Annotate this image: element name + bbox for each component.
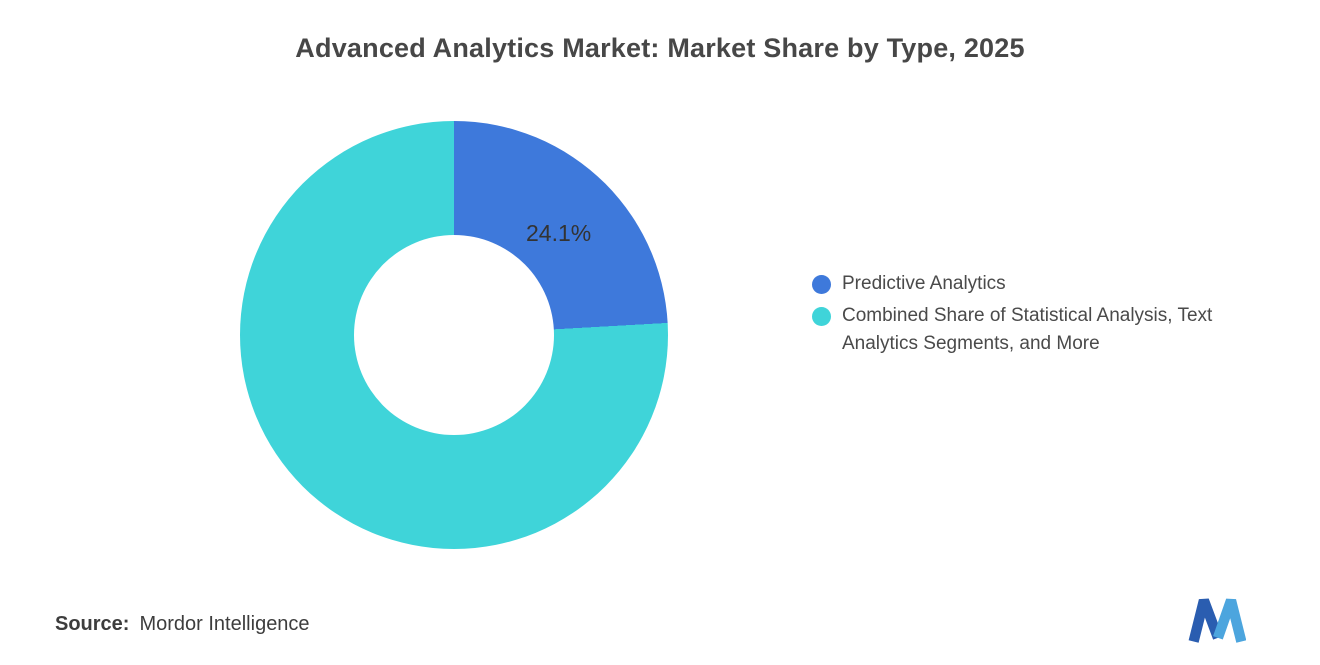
mordor-intelligence-logo: [1188, 596, 1246, 644]
donut-chart: 24.1%: [240, 121, 668, 549]
logo-right-stroke: [1213, 598, 1246, 643]
legend-swatch-combined-share: [812, 307, 831, 326]
legend-item-combined-share: Combined Share of Statistical Analysis, …: [812, 302, 1240, 358]
legend-swatch-predictive-analytics: [812, 275, 831, 294]
legend-label-combined-share: Combined Share of Statistical Analysis, …: [842, 305, 1213, 354]
source-value: Mordor Intelligence: [139, 613, 310, 635]
donut-hole: [354, 235, 554, 435]
legend-item-predictive-analytics: Predictive Analytics: [812, 270, 1240, 298]
legend: Predictive Analytics Combined Share of S…: [812, 270, 1240, 362]
logo-left-stroke: [1188, 598, 1223, 643]
source-label: Source:: [55, 613, 130, 635]
legend-label-predictive-analytics: Predictive Analytics: [842, 273, 1006, 294]
chart-title: Advanced Analytics Market: Market Share …: [295, 33, 1025, 63]
slice-value-label: 24.1%: [526, 220, 592, 246]
source-line: Source: Mordor Intelligence: [55, 613, 310, 636]
